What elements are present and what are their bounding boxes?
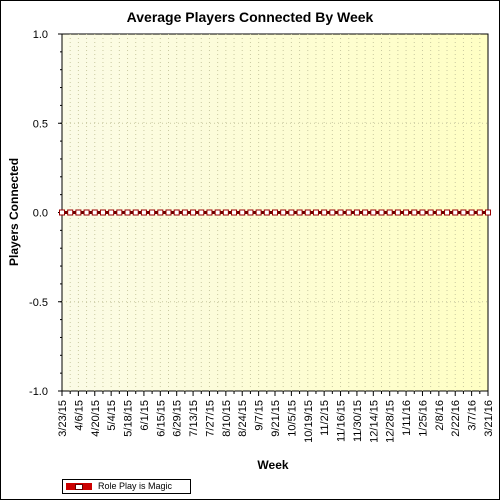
data-point bbox=[83, 209, 90, 216]
legend-label: Role Play is Magic bbox=[98, 481, 173, 491]
x-tick-label: 11/30/15 bbox=[352, 400, 364, 442]
data-point bbox=[321, 209, 328, 216]
data-point bbox=[329, 209, 336, 216]
x-tick-label: 11/2/15 bbox=[319, 400, 331, 436]
data-point bbox=[165, 209, 172, 216]
x-tick-label: 6/15/15 bbox=[155, 400, 167, 437]
x-tick-label: 10/19/15 bbox=[303, 400, 315, 443]
x-tick-label: 12/14/15 bbox=[368, 400, 380, 443]
data-point bbox=[198, 209, 205, 216]
y-tick-label: 1.0 bbox=[33, 29, 48, 41]
series-role-play-is-magic bbox=[59, 209, 491, 216]
x-tick-label: 7/27/15 bbox=[204, 400, 216, 437]
x-tick-label: 8/10/15 bbox=[221, 400, 233, 437]
legend: Role Play is Magic bbox=[62, 479, 191, 494]
chart-title: Average Players Connected By Week bbox=[126, 9, 374, 25]
x-tick-label: 7/13/15 bbox=[188, 400, 200, 437]
data-point bbox=[353, 209, 360, 216]
data-point bbox=[403, 209, 410, 216]
data-point bbox=[124, 209, 131, 216]
y-tick-label: -0.5 bbox=[29, 297, 48, 309]
y-axis-label: Players Connected bbox=[7, 158, 21, 266]
data-point bbox=[140, 209, 147, 216]
data-point bbox=[468, 209, 475, 216]
x-tick-label: 1/25/16 bbox=[417, 400, 429, 437]
x-tick-label: 3/7/16 bbox=[467, 400, 479, 431]
data-point bbox=[444, 209, 451, 216]
data-point bbox=[280, 209, 287, 216]
x-tick-label: 2/22/16 bbox=[450, 400, 462, 437]
y-tick-label: 0.0 bbox=[33, 208, 48, 220]
data-point bbox=[247, 209, 254, 216]
data-point bbox=[263, 209, 270, 216]
data-point bbox=[427, 209, 434, 216]
x-tick-label: 4/20/15 bbox=[90, 400, 102, 437]
data-point bbox=[452, 209, 459, 216]
data-point bbox=[132, 209, 139, 216]
legend-swatch bbox=[66, 483, 92, 490]
data-point bbox=[190, 209, 197, 216]
data-point bbox=[296, 209, 303, 216]
x-tick-label: 6/29/15 bbox=[172, 400, 184, 437]
x-tick-label: 1/11/16 bbox=[401, 400, 413, 436]
data-point bbox=[411, 209, 418, 216]
x-tick-label: 12/28/15 bbox=[385, 400, 397, 443]
data-point bbox=[337, 209, 344, 216]
data-point bbox=[231, 209, 238, 216]
y-tick-label: 0.5 bbox=[33, 118, 48, 130]
data-point bbox=[222, 209, 229, 216]
data-point bbox=[370, 209, 377, 216]
x-tick-label: 2/8/16 bbox=[434, 400, 446, 431]
x-tick-label: 3/21/16 bbox=[483, 400, 495, 437]
data-point bbox=[345, 209, 352, 216]
data-point bbox=[312, 209, 319, 216]
data-point bbox=[239, 209, 246, 216]
data-point bbox=[75, 209, 82, 216]
data-point bbox=[476, 209, 483, 216]
x-tick-label: 6/1/15 bbox=[139, 400, 151, 431]
data-point bbox=[485, 209, 491, 216]
x-tick-label: 11/16/15 bbox=[336, 400, 348, 442]
data-point bbox=[206, 209, 213, 216]
data-point bbox=[214, 209, 221, 216]
data-point bbox=[67, 209, 74, 216]
x-tick-label: 3/23/15 bbox=[57, 400, 69, 437]
x-axis-label: Week bbox=[257, 458, 288, 472]
x-tick-label: 5/18/15 bbox=[123, 400, 135, 437]
data-point bbox=[173, 209, 180, 216]
data-point bbox=[108, 209, 115, 216]
data-point bbox=[386, 209, 393, 216]
data-point bbox=[181, 209, 188, 216]
y-tick-label: -1.0 bbox=[29, 386, 48, 398]
x-tick-label: 4/6/15 bbox=[73, 400, 85, 431]
data-point bbox=[460, 209, 467, 216]
data-point bbox=[149, 209, 156, 216]
data-point bbox=[157, 209, 164, 216]
x-tick-label: 10/5/15 bbox=[286, 400, 298, 437]
data-point bbox=[59, 209, 65, 216]
data-point bbox=[362, 209, 369, 216]
x-tick-label: 8/24/15 bbox=[237, 400, 249, 437]
y-axis-ticks: 1.0 0.5 0.0 -0.5 -1.0 bbox=[29, 29, 62, 398]
data-point bbox=[99, 209, 106, 216]
data-point bbox=[288, 209, 295, 216]
x-tick-label: 9/21/15 bbox=[270, 400, 282, 437]
data-point bbox=[91, 209, 98, 216]
x-axis-ticks: 3/23/15 4/6/15 4/20/15 5/4/15 5/18/15 6/1/15 6… bbox=[57, 391, 495, 443]
data-point bbox=[419, 209, 426, 216]
data-point bbox=[378, 209, 385, 216]
data-point bbox=[116, 209, 123, 216]
x-tick-label: 5/4/15 bbox=[106, 400, 118, 431]
data-point bbox=[272, 209, 278, 216]
x-tick-label: 9/7/15 bbox=[254, 400, 266, 431]
data-point bbox=[255, 209, 262, 216]
data-point bbox=[435, 209, 442, 216]
data-point bbox=[394, 209, 401, 216]
data-point bbox=[304, 209, 311, 216]
